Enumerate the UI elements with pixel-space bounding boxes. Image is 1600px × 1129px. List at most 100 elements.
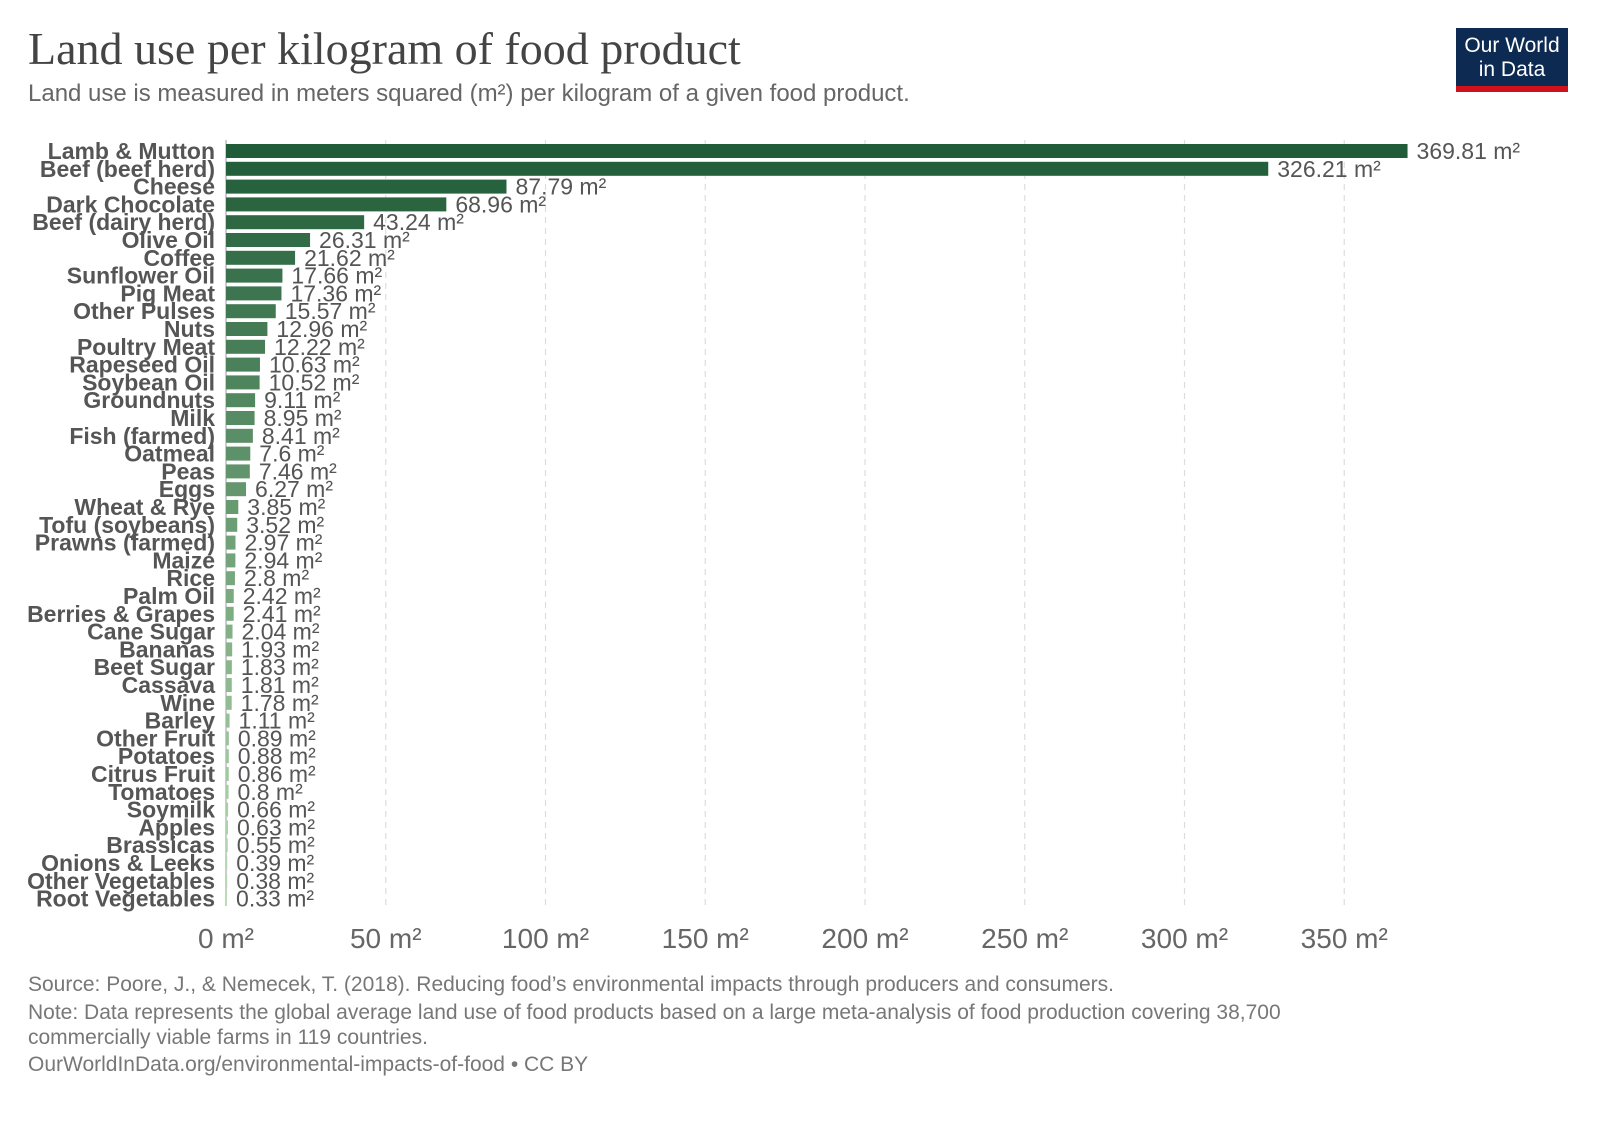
category-label: Onions & Leeks [41,850,215,876]
bar[interactable] [226,428,253,443]
category-label: Barley [145,708,216,734]
bar[interactable] [226,731,229,746]
category-label: Oatmeal [124,441,215,467]
value-label: 21.62 m² [304,245,395,271]
category-label: Olive Oil [122,227,215,253]
category-label: Milk [170,405,215,431]
value-label: 7.46 m² [259,458,337,484]
bar[interactable] [226,215,365,230]
bar[interactable] [226,767,229,781]
category-label: Wheat & Rye [74,494,215,520]
bar[interactable] [226,891,228,906]
value-label: 26.31 m² [319,227,410,253]
x-tick-label: 300 m² [1141,923,1228,954]
value-label: 2.04 m² [242,619,320,645]
bar[interactable] [226,446,251,461]
category-label: Lamb & Mutton [48,138,215,164]
category-label: Tomatoes [108,779,215,805]
category-label: Tofu (soybeans) [39,512,215,538]
category-label: Peas [161,458,215,484]
category-label: Cane Sugar [87,619,215,645]
category-label: Rapeseed Oil [69,352,215,378]
x-tick-label: 350 m² [1301,923,1388,954]
category-label: Eggs [159,476,215,502]
category-label: Wine [160,690,215,716]
bar[interactable] [226,464,250,479]
category-label: Poultry Meat [77,334,215,360]
category-label: Nuts [164,316,215,342]
value-label: 2.94 m² [244,547,322,573]
category-label: Maize [152,547,215,573]
chart-title: Land use per kilogram of food product [28,23,741,74]
category-label: Fish (farmed) [69,423,215,449]
x-tick-label: 200 m² [821,923,908,954]
bar[interactable] [226,873,228,888]
bar[interactable] [226,820,229,835]
bar[interactable] [226,500,239,514]
value-label: 369.81 m² [1417,138,1521,164]
x-axis-tick-labels: 0 m² 50 m² 100 m² 150 m² 200 m² 250 m² 300 m² 3… [198,923,1388,954]
bar[interactable] [226,357,260,372]
bar[interactable] [226,144,1408,158]
x-tick-label: 0 m² [198,923,254,954]
category-label: Soybean Oil [82,369,215,395]
value-label: 0.63 m² [237,814,315,840]
category-label: Apples [138,814,215,840]
bar[interactable] [226,749,229,764]
value-label: 0.86 m² [238,761,316,787]
bar[interactable] [226,339,266,354]
chart-subtitle: Land use is measured in meters squared (… [28,80,910,107]
bar[interactable] [226,678,232,692]
bar[interactable] [226,802,229,817]
bar[interactable] [226,233,311,247]
bar[interactable] [226,411,255,425]
bar[interactable] [226,393,256,408]
value-label: 0.66 m² [237,797,315,823]
owid-logo[interactable]: Our World in Data [1456,28,1568,92]
value-label: 0.8 m² [238,779,304,805]
bar[interactable] [226,161,1269,176]
bar[interactable] [226,553,236,568]
bar[interactable] [226,624,233,639]
bar[interactable] [226,660,232,675]
bar[interactable] [226,250,296,265]
bar[interactable] [226,286,282,301]
value-label: 6.27 m² [255,476,333,502]
bar[interactable] [226,304,276,319]
value-label: 17.36 m² [290,280,381,306]
bar[interactable] [226,713,230,728]
category-label: Beet Sugar [94,654,215,680]
value-label: 10.52 m² [269,369,360,395]
bar[interactable] [226,535,236,550]
bar[interactable] [226,179,507,194]
bar[interactable] [226,375,260,390]
bar[interactable] [226,856,228,870]
value-label: 8.41 m² [262,423,340,449]
category-label: Citrus Fruit [91,761,215,787]
bar[interactable] [226,642,233,657]
bar[interactable] [226,517,238,532]
value-label: 0.89 m² [238,725,316,751]
bars [226,144,1408,906]
category-label: Soymilk [127,797,215,823]
bar[interactable] [226,197,447,212]
bar[interactable] [226,322,268,336]
bar[interactable] [226,589,234,603]
bar[interactable] [226,268,283,283]
value-label: 0.39 m² [236,850,314,876]
bar[interactable] [226,482,247,497]
source-url[interactable]: OurWorldInData.org/environmental-impacts… [28,1053,589,1076]
category-label: Dark Chocolate [46,191,215,217]
bar[interactable] [226,606,234,621]
data-note-line-1: Note: Data represents the global average… [28,1001,1281,1024]
value-label: 326.21 m² [1277,156,1381,182]
category-label: Potatoes [118,743,215,769]
bar[interactable] [226,571,235,586]
bar[interactable] [226,695,232,710]
bar[interactable] [226,838,228,853]
value-label: 2.97 m² [244,530,322,556]
category-label: Groundnuts [83,387,215,413]
logo-line-1: Our World [1464,34,1560,57]
bar[interactable] [226,784,229,799]
